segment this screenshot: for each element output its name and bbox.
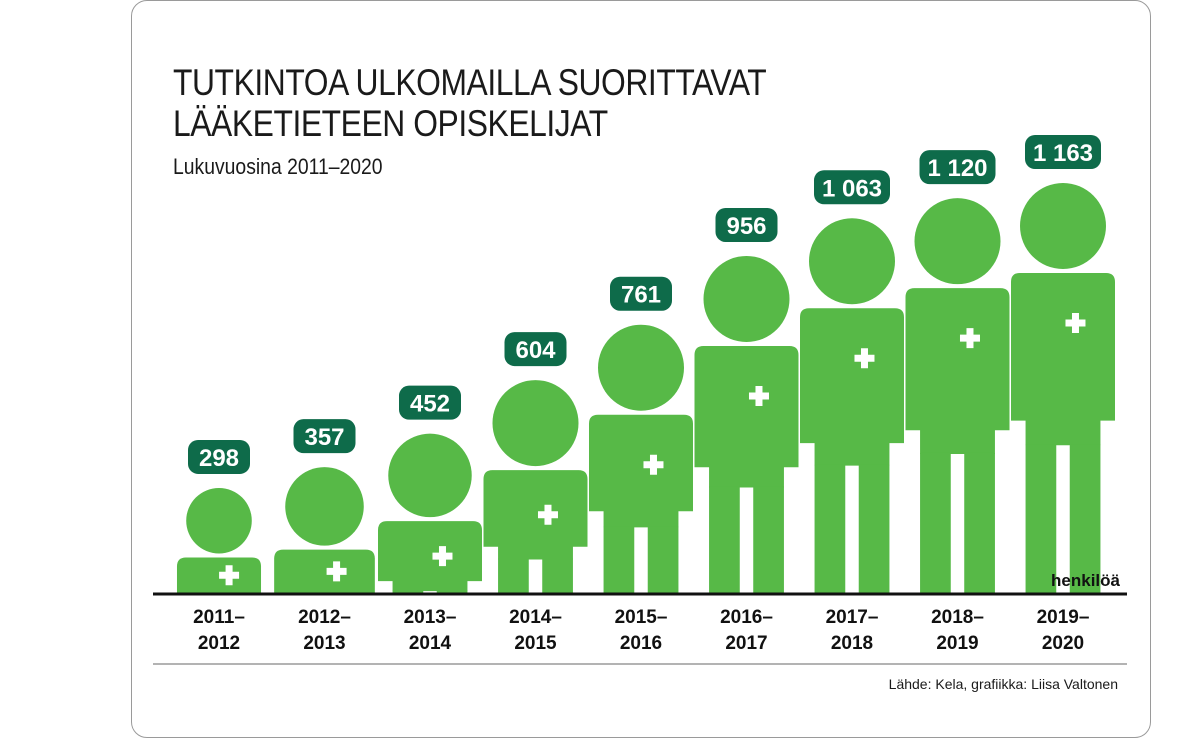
person-figure (589, 324, 693, 593)
data-label: 1 163 (1033, 140, 1093, 167)
category-tick-label: 2011– (193, 607, 245, 628)
value-badge (293, 419, 356, 454)
category-tick-label: 2014– (509, 607, 562, 628)
person-head (703, 255, 790, 342)
person-head (388, 433, 472, 518)
person-figure (176, 487, 262, 593)
medical-cross-icon (959, 328, 980, 349)
person-head (186, 487, 252, 554)
person-body (589, 414, 693, 528)
data-label: 956 (726, 213, 766, 240)
person-left-leg (709, 486, 740, 593)
person-body (483, 470, 588, 560)
category-tick-label: 2017– (826, 607, 879, 628)
person-body (905, 288, 1010, 454)
value-badge (399, 385, 461, 420)
medical-cross-icon (748, 385, 769, 406)
person-head (598, 324, 684, 411)
medical-cross-icon (854, 348, 875, 369)
chart-title: TUTKINTOA ULKOMAILLA SUORITTAVAT LÄÄKETI… (173, 62, 767, 144)
data-label: 761 (621, 282, 661, 309)
person-figure (905, 198, 1010, 593)
person-body (176, 557, 262, 593)
person-left-leg (498, 558, 529, 593)
person-body (800, 308, 904, 466)
person-body (694, 345, 799, 488)
category-tick-label: 2018– (931, 607, 984, 628)
medical-cross-icon (219, 565, 240, 586)
person-right-leg (436, 590, 468, 593)
category-tick-label: 2015 (514, 633, 557, 654)
person-right-leg (753, 486, 784, 593)
chart-subtitle: Lukuvuosina 2011–2020 (173, 154, 383, 179)
person-head (492, 380, 579, 467)
category-tick-label: 2014 (409, 633, 452, 654)
value-badge (1025, 135, 1101, 169)
value-badge (814, 170, 890, 205)
source-credit: Lähde: Kela, grafiikka: Liisa Valtonen (888, 676, 1118, 692)
person-head (1020, 183, 1106, 269)
category-tick-label: 2018 (831, 633, 873, 654)
value-badge (188, 439, 250, 474)
data-label: 298 (199, 445, 239, 472)
person-left-leg (603, 526, 635, 593)
person-right-leg (647, 526, 679, 593)
data-label: 452 (410, 391, 450, 418)
person-right-leg (1069, 444, 1101, 593)
person-head (809, 218, 895, 305)
data-label: 604 (515, 337, 556, 364)
data-label: 1 120 (927, 155, 987, 182)
value-badge (504, 332, 567, 367)
person-right-leg (964, 452, 995, 593)
data-label: 357 (304, 424, 344, 451)
chart-title-line-2: LÄÄKETIETEEN OPISKELIJAT (173, 103, 608, 144)
person-left-leg (814, 464, 846, 593)
person-left-leg (392, 590, 424, 593)
person-figure (274, 467, 375, 593)
medical-cross-icon (432, 546, 453, 567)
person-head (285, 467, 364, 546)
person-figure (378, 433, 482, 593)
category-tick-label: 2015– (615, 607, 668, 628)
unit-label: henkilöä (1051, 571, 1121, 590)
person-head (914, 198, 1001, 285)
person-body (378, 521, 482, 592)
value-badge (610, 276, 672, 311)
category-tick-label: 2016– (720, 607, 773, 628)
category-tick-label: 2019 (936, 633, 978, 654)
medical-cross-icon (1065, 313, 1086, 333)
category-tick-label: 2013 (303, 633, 345, 654)
person-right-leg (542, 558, 573, 593)
chart-title-line-1: TUTKINTOA ULKOMAILLA SUORITTAVAT (173, 62, 767, 103)
person-body (274, 549, 375, 593)
category-tick-label: 2016 (620, 633, 662, 654)
person-figure (694, 255, 799, 593)
category-tick-label: 2017 (725, 633, 767, 654)
person-left-leg (920, 452, 951, 593)
person-right-leg (858, 464, 890, 593)
person-figure (800, 218, 904, 593)
category-tick-label: 2020 (1042, 633, 1084, 654)
category-tick-label: 2019– (1037, 607, 1090, 628)
medical-cross-icon (537, 504, 558, 525)
medical-cross-icon (643, 454, 664, 475)
person-figure (1011, 183, 1115, 593)
data-label: 1 063 (822, 175, 882, 202)
category-tick-label: 2012– (298, 607, 351, 628)
category-tick-label: 2013– (404, 607, 457, 628)
value-badge (919, 150, 996, 185)
medical-cross-icon (326, 561, 347, 582)
value-badge (715, 207, 778, 242)
person-body (1011, 273, 1115, 446)
person-figure (483, 380, 588, 593)
person-left-leg (1025, 444, 1057, 593)
category-tick-label: 2012 (198, 633, 240, 654)
